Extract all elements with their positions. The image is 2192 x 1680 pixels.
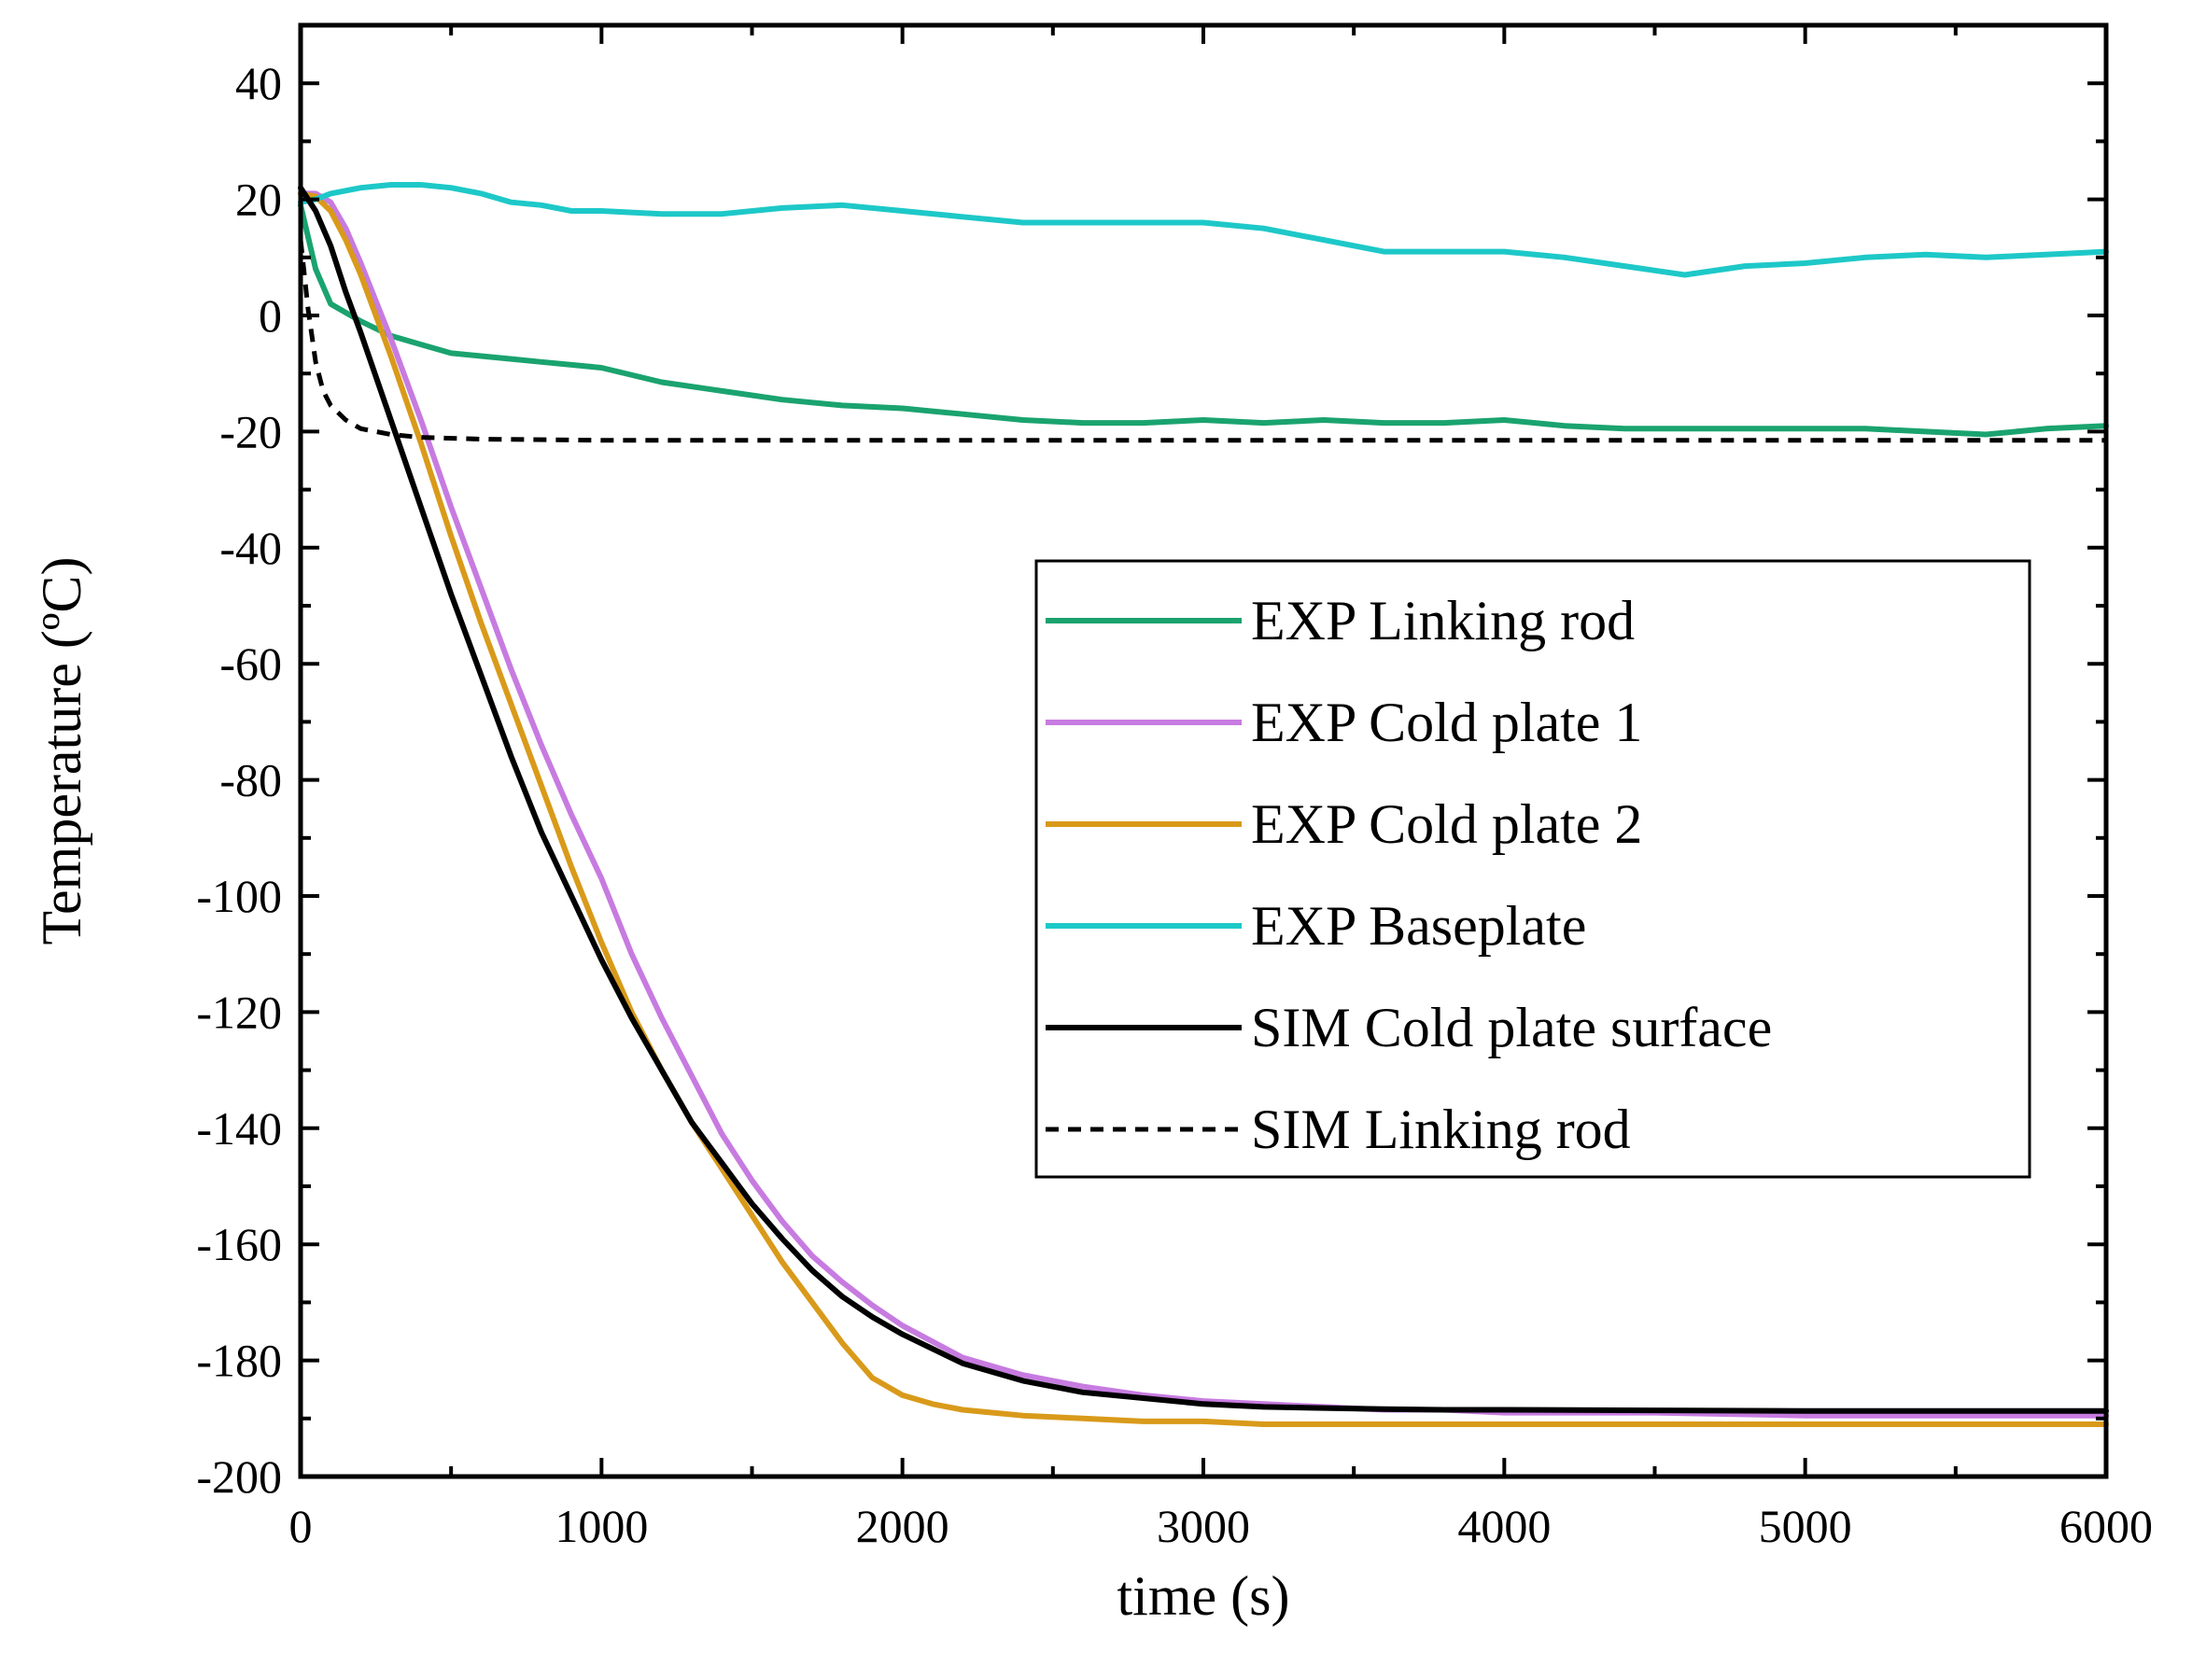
series-line-5: [298, 185, 2109, 1414]
x-tick-label: 6000: [2059, 1500, 2153, 1552]
y-tick-label: -100: [196, 870, 282, 922]
legend: EXP Linking rod EXP Cold plate 1 EXP Cold …: [1034, 559, 2031, 1179]
y-tick-label: -120: [196, 986, 282, 1038]
y-tick-label: 40: [235, 57, 282, 109]
x-tick-label: 2000: [856, 1500, 949, 1552]
x-tick-label: 5000: [1759, 1500, 1852, 1552]
y-tick-label: -200: [196, 1450, 282, 1503]
y-tick-label: -20: [219, 405, 282, 457]
y-tick-label: -40: [219, 522, 282, 574]
series-line-6: [298, 239, 2106, 443]
y-tick-label: -60: [219, 637, 282, 690]
legend-label: SIM Cold plate surface: [1251, 997, 1772, 1058]
series-line-1: [298, 202, 2109, 438]
tick-labels-layer: 0 1000 2000 3000 4000 5000 6000 40 20 0 -20 -40 -60 -…: [196, 57, 2153, 1552]
x-tick-label: 1000: [555, 1500, 648, 1552]
y-tick-label: 20: [235, 174, 282, 226]
x-tick-label: 4000: [1457, 1500, 1551, 1552]
legend-label: EXP Cold plate 2: [1251, 793, 1642, 855]
legend-label: SIM Linking rod: [1251, 1099, 1631, 1160]
y-axis-title: Temperature (ºC): [31, 557, 92, 945]
ticks-layer: [299, 25, 2108, 1478]
legend-box: [1034, 559, 2031, 1179]
series-line-4: [298, 182, 2109, 278]
y-tick-label: -80: [219, 754, 282, 806]
y-tick-label: -180: [196, 1335, 282, 1387]
y-tick-label: 0: [259, 289, 282, 342]
legend-label: EXP Cold plate 1: [1251, 692, 1642, 753]
x-tick-label: 0: [289, 1500, 313, 1552]
series-line-3: [298, 190, 2109, 1427]
y-tick-label: -140: [196, 1102, 282, 1155]
y-tick-label: -160: [196, 1218, 282, 1270]
legend-label: EXP Baseplate: [1251, 895, 1586, 957]
x-axis-title: time (s): [1117, 1565, 1290, 1627]
legend-label: EXP Linking rod: [1251, 590, 1635, 651]
series-layer: [298, 182, 2109, 1427]
x-tick-label: 3000: [1157, 1500, 1250, 1552]
